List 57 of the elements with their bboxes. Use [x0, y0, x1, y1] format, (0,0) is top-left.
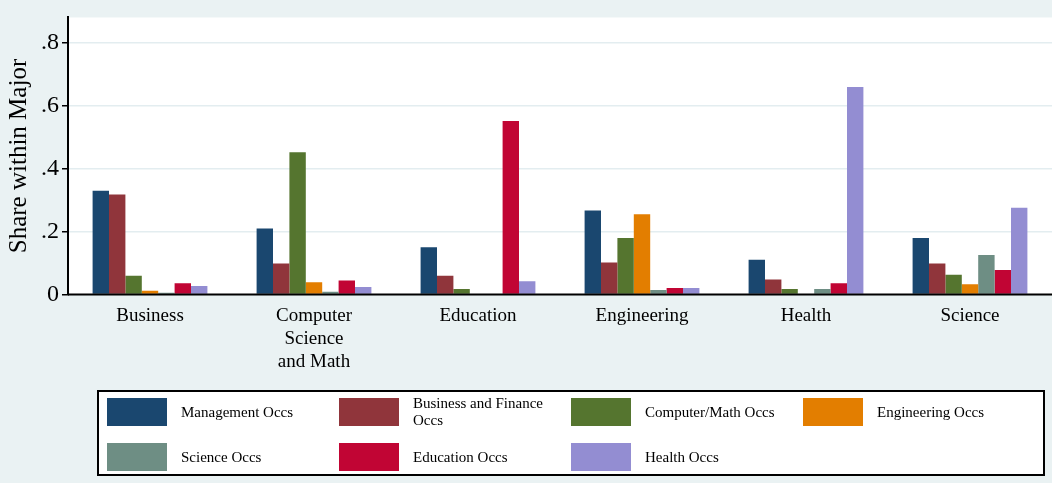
bar: [765, 279, 782, 294]
bar: [912, 237, 929, 294]
bar: [683, 287, 700, 294]
bar: [978, 254, 995, 294]
bar: [748, 259, 765, 294]
x-tick-label: Engineering: [595, 303, 689, 325]
bar: [961, 284, 979, 294]
bar: [305, 282, 323, 294]
bar: [847, 87, 864, 294]
bar: [584, 210, 601, 294]
bar: [191, 286, 208, 294]
x-tick-label: Business: [116, 303, 184, 325]
bar: [256, 228, 273, 294]
bar: [601, 262, 618, 294]
legend-label: Engineering Occs: [877, 403, 985, 421]
legend-label: Computer/Math Occs: [645, 403, 775, 421]
bar: [830, 283, 847, 294]
x-tick-label: Education: [439, 303, 518, 325]
x-tick-label: Science: [940, 303, 1000, 325]
bar: [945, 274, 962, 294]
bar: [781, 288, 798, 294]
bar: [502, 121, 519, 294]
bar: [289, 152, 306, 294]
y-tick-label: .6: [41, 90, 59, 117]
bar: [338, 280, 355, 294]
y-tick-label: .8: [41, 27, 59, 54]
y-tick-label: .2: [41, 216, 59, 243]
legend-label: Management Occs: [181, 403, 294, 421]
legend-label: Health Occs: [645, 448, 719, 466]
bar: [453, 288, 470, 294]
legend-label: Science Occs: [181, 448, 262, 466]
y-tick-label: 0: [47, 279, 59, 306]
bar: [125, 275, 142, 294]
y-tick-label: .4: [41, 153, 59, 180]
bar: [617, 237, 634, 294]
bar: [92, 190, 109, 294]
bar: [814, 288, 831, 294]
bar: [273, 263, 290, 294]
legend-label: Business and Finance Occs: [413, 395, 544, 429]
bar: [1011, 207, 1028, 294]
bar: [322, 291, 339, 294]
legend-label: Education Occs: [413, 448, 508, 466]
bar: [994, 270, 1011, 294]
bar: [174, 283, 191, 294]
bar: [666, 287, 683, 294]
y-axis-title: Share within Major: [3, 58, 31, 254]
bar: [141, 290, 159, 294]
bar: [519, 281, 536, 294]
bar: [633, 214, 651, 294]
bar: [355, 287, 372, 294]
bar: [929, 263, 946, 294]
bar: [109, 194, 126, 294]
bar: [420, 247, 437, 294]
bar: [437, 275, 454, 294]
bar: [650, 289, 667, 294]
x-tick-label: Health: [780, 303, 832, 325]
x-tick-label: Computer Science and Math: [276, 303, 353, 371]
